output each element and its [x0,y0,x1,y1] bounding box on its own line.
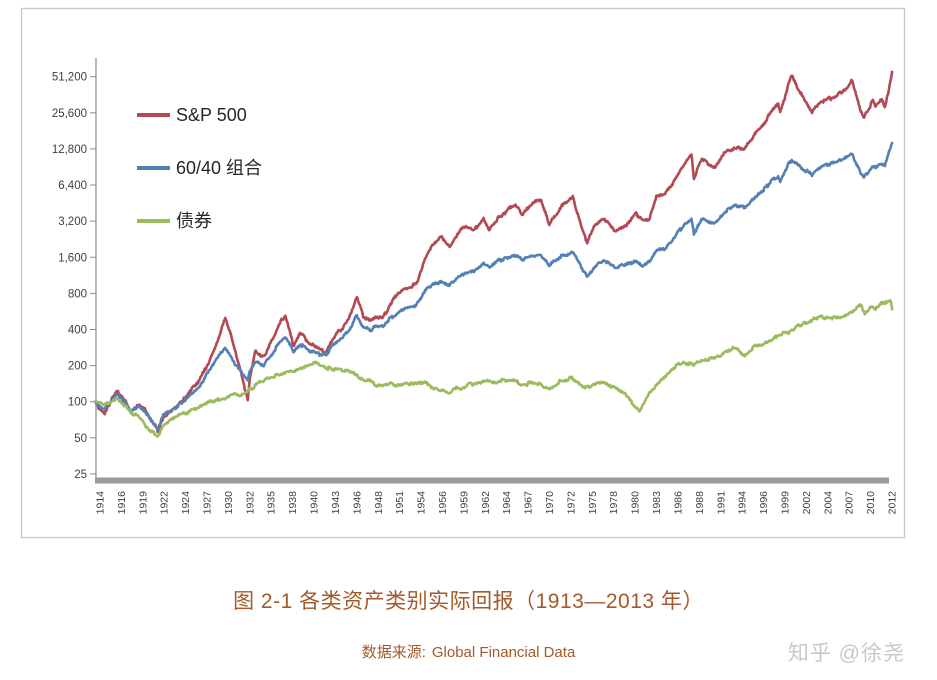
x-axis-label: 1964 [501,491,513,515]
x-axis-label: 1919 [137,491,149,515]
y-axis-label: 12,800 [52,144,87,156]
data-source-value: Global Financial Data [431,644,576,661]
chart-frame [20,7,906,539]
x-axis-label: 1924 [180,491,192,515]
x-axis-label: 1970 [544,491,556,515]
x-axis-label: 1932 [244,491,256,515]
x-axis-label: 1972 [565,491,577,515]
x-axis-label: 2002 [801,491,813,515]
x-axis-label: 1927 [202,491,214,515]
series-line-bonds [93,299,894,438]
y-axis-label: 400 [68,324,87,336]
x-axis-label: 1999 [779,491,791,515]
x-axis-label: 1991 [715,491,727,515]
x-axis-label: 1930 [223,491,235,515]
x-axis-label: 1978 [608,491,620,515]
series-line-sp500 [93,70,894,434]
x-axis-label: 1948 [373,491,385,515]
y-axis-label: 200 [68,361,87,373]
y-axis-label: 100 [68,397,87,409]
chart-canvas: 51,200 25,600 12,800 6,400 3,200 1,600 800 400 2… [20,7,906,539]
x-axis-label: 2007 [844,491,856,515]
x-axis-label: 1954 [416,491,428,515]
legend-label-bonds: 债券 [176,211,212,231]
x-axis-label: 1988 [694,491,706,515]
x-axis-label: 1922 [159,491,171,515]
y-axis-label: 1,600 [58,252,87,264]
x-axis-label: 1916 [116,491,128,515]
legend-label-sp500: S&P 500 [176,105,247,125]
x-axis-label: 1962 [480,491,492,515]
data-source-label: 数据来源: [361,644,426,661]
x-axis-label: 1967 [523,491,535,515]
x-axis-label: 1914 [95,491,107,515]
x-axis-label: 1959 [458,491,470,515]
x-axis-label: 1980 [630,491,642,515]
x-axis-label: 1943 [330,491,342,515]
data-source-line: 数据来源: Global Financial Data [0,641,937,662]
x-axis-label: 1975 [587,491,599,515]
x-axis-label: 1946 [351,491,363,515]
zhihu-watermark: 知乎 @徐尧 [787,642,905,665]
x-axis-label: 1983 [651,491,663,515]
figure-caption: 图 2-1 各类资产类别实际回报（1913—2013 年） [233,590,704,613]
x-axis-label: 1994 [737,491,749,515]
y-axis-label: 6,400 [58,180,87,192]
legend-label-portfolio6040: 60/40 组合 [176,158,262,178]
x-axis-label: 1935 [266,491,278,515]
x-axis-label: 2004 [822,491,834,515]
y-axis-label: 51,200 [52,72,87,84]
y-axis-label: 800 [68,288,87,300]
x-axis-label: 1996 [758,491,770,515]
y-axis-label: 25,600 [52,108,87,120]
y-axis-label: 25 [74,469,87,481]
y-axis-label: 50 [74,433,87,445]
x-axis-label: 2012 [887,491,899,515]
x-axis-label: 1951 [394,491,406,515]
x-axis-label: 1986 [672,491,684,515]
x-axis-bar [95,477,889,484]
series-line-portfolio6040 [93,141,894,431]
y-axis-label: 3,200 [58,216,87,228]
x-axis-label: 2010 [865,491,877,515]
x-axis-label: 1938 [287,491,299,515]
x-axis-label: 1940 [309,491,321,515]
x-axis-label: 1956 [437,491,449,515]
